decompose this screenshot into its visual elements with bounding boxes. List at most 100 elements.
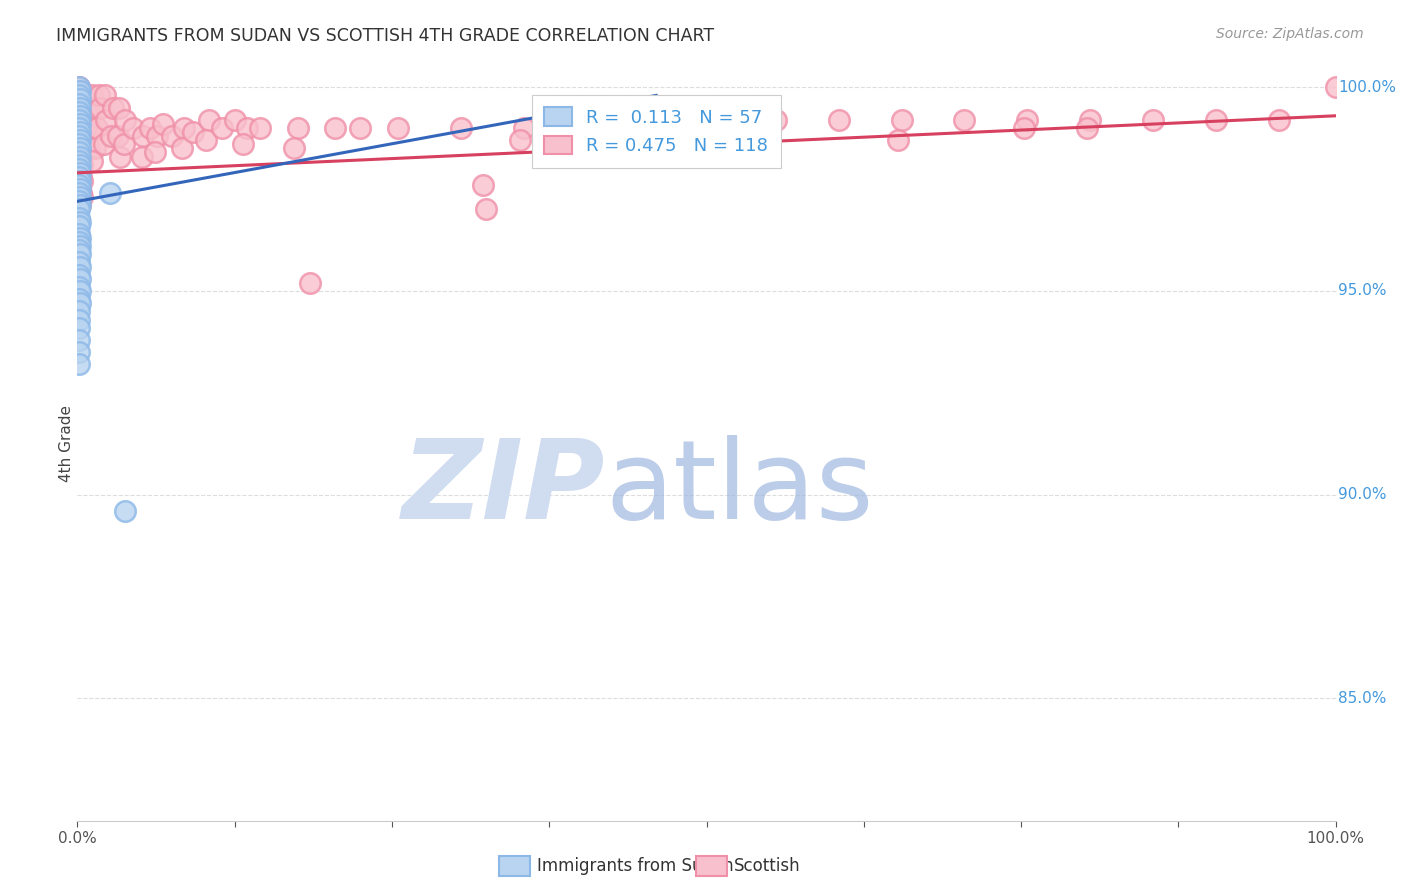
- Point: [89, 101, 111, 115]
- Point: [98, 186, 121, 201]
- Point: [387, 121, 409, 136]
- Point: [67, 219, 90, 233]
- Point: [67, 280, 90, 294]
- Point: [1268, 112, 1291, 127]
- Point: [131, 149, 153, 163]
- Point: [67, 80, 90, 95]
- Point: [73, 88, 96, 103]
- Point: [69, 101, 91, 115]
- Point: [67, 227, 90, 241]
- Point: [70, 153, 93, 168]
- Point: [69, 117, 91, 131]
- Point: [67, 186, 90, 201]
- Point: [69, 125, 91, 139]
- Point: [67, 194, 90, 209]
- Point: [67, 137, 90, 152]
- Point: [69, 84, 91, 98]
- Point: [69, 84, 91, 98]
- Point: [69, 260, 91, 274]
- Point: [887, 133, 910, 147]
- Point: [67, 235, 90, 249]
- Text: ZIP: ZIP: [402, 435, 606, 542]
- Legend: R =  0.113   N = 57, R = 0.475   N = 118: R = 0.113 N = 57, R = 0.475 N = 118: [531, 95, 780, 168]
- Point: [112, 137, 135, 152]
- Text: Immigrants from Sudan: Immigrants from Sudan: [537, 857, 734, 875]
- Point: [224, 112, 246, 127]
- Point: [173, 121, 195, 136]
- Point: [475, 202, 498, 217]
- Point: [69, 182, 91, 196]
- Point: [69, 117, 91, 131]
- Point: [72, 93, 94, 107]
- Point: [67, 153, 90, 168]
- Point: [67, 112, 90, 127]
- Point: [67, 255, 90, 269]
- Point: [67, 112, 90, 127]
- Point: [82, 153, 104, 168]
- Point: [67, 80, 90, 95]
- Point: [70, 137, 93, 152]
- Point: [83, 101, 105, 115]
- Point: [69, 296, 91, 310]
- Point: [69, 133, 91, 147]
- Point: [100, 129, 122, 144]
- Point: [702, 112, 724, 127]
- Text: Scottish: Scottish: [734, 857, 800, 875]
- Text: 85.0%: 85.0%: [1339, 691, 1386, 706]
- Point: [76, 101, 98, 115]
- Point: [69, 149, 91, 163]
- Point: [67, 268, 90, 282]
- Point: [75, 121, 97, 136]
- Point: [114, 112, 136, 127]
- Point: [108, 101, 131, 115]
- Point: [69, 141, 91, 155]
- Point: [299, 276, 322, 290]
- Point: [509, 133, 531, 147]
- Point: [323, 121, 346, 136]
- Point: [70, 186, 93, 201]
- Point: [67, 202, 90, 217]
- Point: [67, 129, 90, 144]
- Text: 100.0%: 100.0%: [1339, 79, 1396, 95]
- Text: atlas: atlas: [606, 435, 875, 542]
- Point: [827, 112, 849, 127]
- Point: [69, 247, 91, 261]
- Point: [69, 215, 91, 229]
- Point: [69, 166, 91, 180]
- Point: [72, 174, 94, 188]
- Point: [72, 109, 94, 123]
- Point: [67, 320, 90, 334]
- Point: [108, 149, 131, 163]
- Point: [70, 88, 93, 103]
- Point: [283, 141, 305, 155]
- Point: [67, 96, 90, 111]
- Point: [132, 129, 155, 144]
- Point: [67, 194, 90, 209]
- Point: [107, 129, 129, 144]
- Point: [287, 121, 309, 136]
- Point: [72, 125, 94, 139]
- Point: [236, 121, 259, 136]
- Point: [69, 101, 91, 115]
- Point: [67, 145, 90, 160]
- Point: [114, 504, 136, 518]
- Point: [1078, 112, 1101, 127]
- Point: [198, 112, 221, 127]
- Point: [70, 104, 93, 119]
- Point: [67, 121, 90, 136]
- Point: [69, 198, 91, 212]
- Point: [67, 292, 90, 306]
- Point: [1017, 112, 1039, 127]
- Point: [69, 239, 91, 253]
- Point: [69, 93, 91, 107]
- Point: [69, 158, 91, 172]
- Point: [765, 112, 787, 127]
- Point: [67, 145, 90, 160]
- Point: [471, 178, 494, 192]
- Point: [70, 169, 93, 184]
- Point: [121, 121, 143, 136]
- Point: [67, 312, 90, 326]
- Point: [143, 145, 166, 160]
- Point: [96, 112, 118, 127]
- Point: [1076, 121, 1098, 136]
